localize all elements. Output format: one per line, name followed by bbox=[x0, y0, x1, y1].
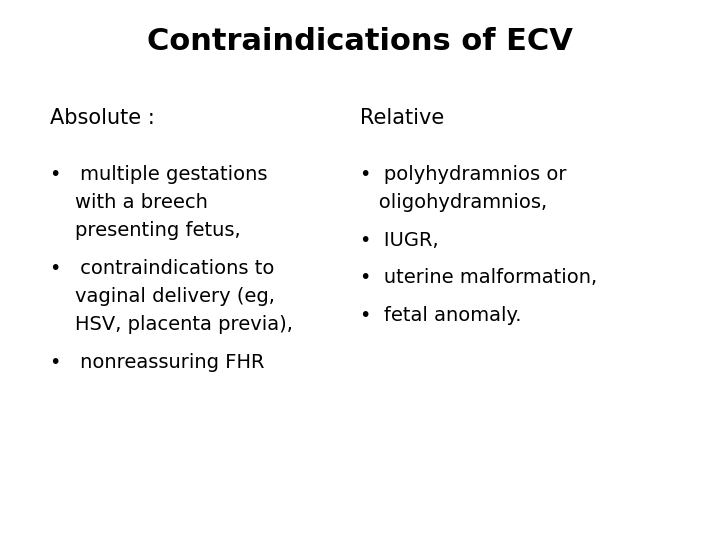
Text: •   multiple gestations: • multiple gestations bbox=[50, 165, 268, 184]
Text: •  IUGR,: • IUGR, bbox=[360, 231, 438, 249]
Text: Relative: Relative bbox=[360, 108, 444, 128]
Text: •   nonreassuring FHR: • nonreassuring FHR bbox=[50, 353, 265, 372]
Text: Absolute :: Absolute : bbox=[50, 108, 155, 128]
Text: oligohydramnios,: oligohydramnios, bbox=[360, 193, 547, 212]
Text: •  polyhydramnios or: • polyhydramnios or bbox=[360, 165, 567, 184]
Text: with a breech: with a breech bbox=[50, 193, 208, 212]
Text: presenting fetus,: presenting fetus, bbox=[50, 221, 241, 240]
Text: •  fetal anomaly.: • fetal anomaly. bbox=[360, 306, 521, 325]
Text: vaginal delivery (eg,: vaginal delivery (eg, bbox=[50, 287, 275, 306]
Text: HSV, placenta previa),: HSV, placenta previa), bbox=[50, 315, 293, 334]
Text: Contraindications of ECV: Contraindications of ECV bbox=[147, 27, 573, 56]
Text: •   contraindications to: • contraindications to bbox=[50, 259, 275, 278]
Text: •  uterine malformation,: • uterine malformation, bbox=[360, 268, 597, 287]
